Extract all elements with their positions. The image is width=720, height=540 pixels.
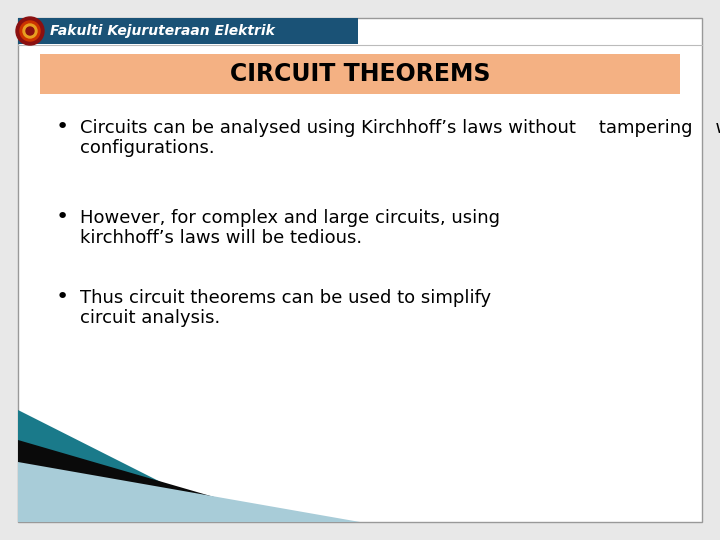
Text: Circuits can be analysed using Kirchhoff’s laws without    tampering    with    : Circuits can be analysed using Kirchhoff… <box>80 119 720 137</box>
Text: Fakulti Kejuruteraan Elektrik: Fakulti Kejuruteraan Elektrik <box>50 24 275 38</box>
Text: Thus circuit theorems can be used to simplify: Thus circuit theorems can be used to sim… <box>80 289 491 307</box>
Text: circuit analysis.: circuit analysis. <box>80 309 220 327</box>
Bar <box>18 18 358 44</box>
Polygon shape <box>18 410 240 522</box>
Polygon shape <box>18 462 360 522</box>
Polygon shape <box>18 440 300 522</box>
Text: •: • <box>55 287 68 307</box>
Text: •: • <box>55 207 68 227</box>
Text: However, for complex and large circuits, using: However, for complex and large circuits,… <box>80 209 500 227</box>
Text: CIRCUIT THEOREMS: CIRCUIT THEOREMS <box>230 62 490 86</box>
Circle shape <box>16 17 44 45</box>
Circle shape <box>26 27 34 35</box>
Bar <box>40 54 680 94</box>
Circle shape <box>20 21 40 41</box>
Text: kirchhoff’s laws will be tedious.: kirchhoff’s laws will be tedious. <box>80 229 362 247</box>
Text: •: • <box>55 117 68 137</box>
Circle shape <box>23 24 37 38</box>
Text: configurations.: configurations. <box>80 139 215 157</box>
